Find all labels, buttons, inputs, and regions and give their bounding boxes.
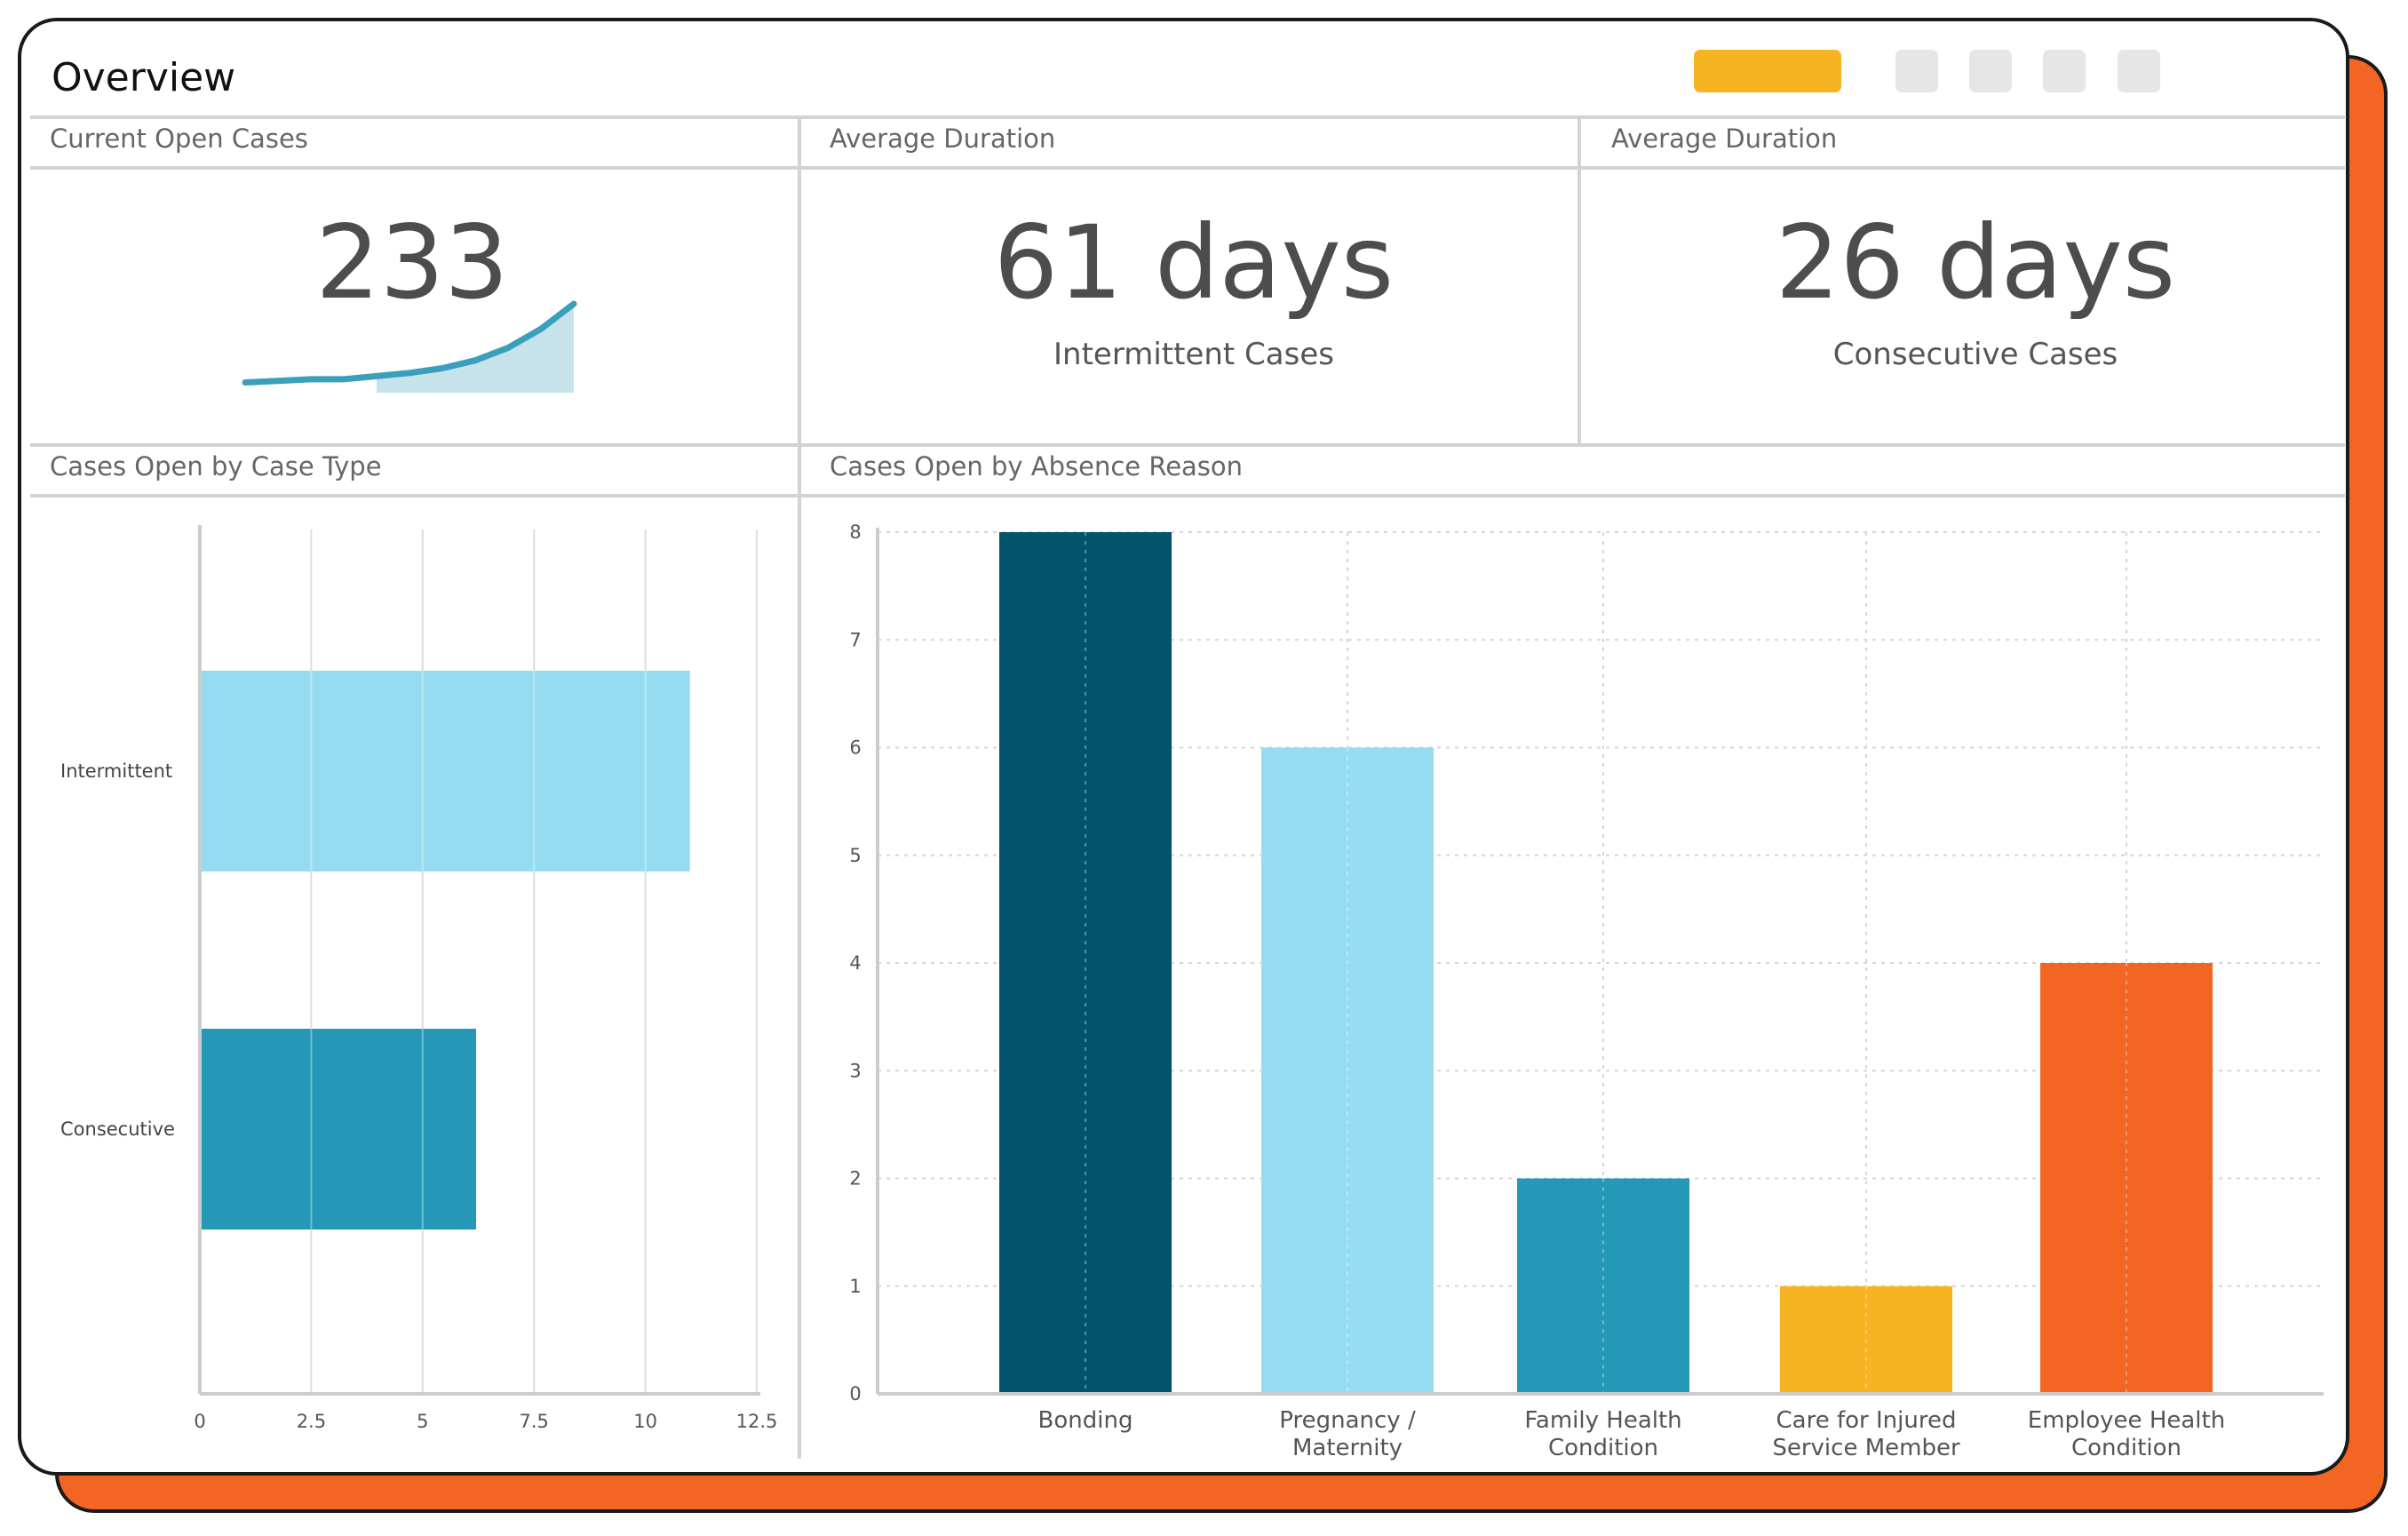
x-category-label: Employee Health <box>2028 1407 2225 1434</box>
bar-bonding <box>999 532 1172 1394</box>
y-tick-label: 3 <box>849 1060 861 1081</box>
bar-family-health-condition <box>1517 1178 1689 1394</box>
page-title: Overview <box>52 55 236 100</box>
x-tick-label: 5 <box>417 1411 428 1432</box>
x-category-label: Care for Injured <box>1776 1407 1957 1434</box>
bar-pregnancy-maternity <box>1261 747 1434 1394</box>
section-title-duration-consecutive: Average Duration <box>1611 123 1838 154</box>
y-tick-label: 1 <box>849 1276 861 1297</box>
y-tick-label: 6 <box>849 737 861 759</box>
divider <box>30 166 2345 170</box>
y-tick-label: 7 <box>849 629 861 650</box>
section-title-case-type: Cases Open by Case Type <box>50 451 382 481</box>
divider <box>1578 115 1581 447</box>
x-tick-label: 7.5 <box>519 1411 548 1432</box>
sparkline-area <box>377 304 574 393</box>
absence-reason-chart: 0 1 2 3 4 5 6 7 8 Bonding Pregnancy /Maternity Fami… <box>849 521 2324 1461</box>
header-control-2[interactable] <box>1969 50 2012 92</box>
divider <box>30 443 2345 447</box>
y-tick-label: 8 <box>849 521 861 543</box>
sparkline-line <box>242 300 577 386</box>
case-type-chart: 0 2.5 5 7.5 10 12.5 Intermittent Consecutive <box>60 525 778 1432</box>
x-category-label: Condition <box>1548 1435 1658 1461</box>
open-cases-value: 233 <box>315 203 509 322</box>
bar-care-for-injured-service-member <box>1780 1285 1952 1394</box>
duration-intermittent-value: 61 days <box>993 203 1395 322</box>
y-tick-label: 4 <box>849 952 861 974</box>
y-category-label: Intermittent <box>60 760 172 782</box>
header-accent-button[interactable] <box>1694 50 1841 92</box>
bar-consecutive <box>200 1029 476 1230</box>
header-control-1[interactable] <box>1895 50 1938 92</box>
bar-intermittent <box>200 671 690 871</box>
x-category-label: Pregnancy / <box>1279 1407 1416 1434</box>
duration-intermittent-label: Intermittent Cases <box>1053 337 1334 372</box>
y-tick-label: 5 <box>849 845 861 866</box>
x-tick-label: 12.5 <box>736 1411 778 1432</box>
x-tick-label: 0 <box>194 1411 205 1432</box>
bar-employee-health-condition <box>2040 963 2213 1394</box>
x-category-label: Family Health <box>1524 1407 1681 1434</box>
overview-panel: Overview Current Open Cases Average Dura… <box>18 18 2349 1476</box>
x-category-label: Maternity <box>1292 1435 1403 1461</box>
y-tick-label: 0 <box>849 1383 861 1405</box>
x-tick-label: 10 <box>633 1411 657 1432</box>
open-cases-sparkline <box>242 300 577 393</box>
divider <box>798 115 801 1459</box>
x-category-label: Service Member <box>1772 1435 1960 1461</box>
section-title-absence-reason: Cases Open by Absence Reason <box>830 451 1244 481</box>
y-tick-label: 2 <box>849 1168 861 1190</box>
x-category-label: Bonding <box>1038 1407 1133 1434</box>
duration-consecutive-label: Consecutive Cases <box>1832 337 2118 372</box>
divider <box>30 115 2345 119</box>
x-category-label: Condition <box>2071 1435 2182 1461</box>
header-control-3[interactable] <box>2043 50 2086 92</box>
section-title-open-cases: Current Open Cases <box>50 123 308 154</box>
divider <box>30 494 2345 497</box>
x-tick-label: 2.5 <box>297 1411 326 1432</box>
header-control-4[interactable] <box>2118 50 2160 92</box>
duration-consecutive-value: 26 days <box>1775 203 2176 322</box>
section-title-duration-intermittent: Average Duration <box>830 123 1056 154</box>
y-category-label: Consecutive <box>60 1118 175 1140</box>
